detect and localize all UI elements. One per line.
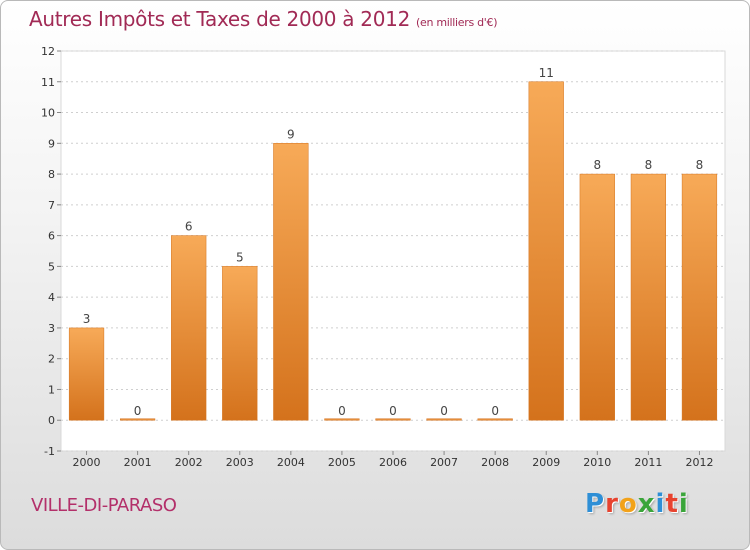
- y-tick-label: 8: [48, 168, 55, 181]
- logo-letter: t: [665, 489, 679, 519]
- bar-value-label: 6: [185, 220, 193, 234]
- chart-title-unit: (en milliers d'€): [416, 16, 498, 29]
- logo-letter: o: [618, 489, 638, 519]
- y-tick-label: 9: [48, 137, 55, 150]
- logo-letter: P: [585, 489, 606, 519]
- y-tick-label: 5: [48, 260, 55, 273]
- bar-value-label: 0: [389, 404, 397, 418]
- bar: [630, 173, 667, 421]
- logo-letter: i: [678, 489, 689, 519]
- x-tick-label: 2002: [175, 456, 203, 469]
- bar-value-label: 3: [83, 312, 91, 326]
- y-tick-label: 3: [48, 322, 55, 335]
- bar-value-label: 0: [440, 404, 448, 418]
- bar: [528, 81, 564, 421]
- commune-name: VILLE-DI-PARASO: [31, 495, 177, 516]
- x-tick-label: 2012: [685, 456, 713, 469]
- bar-value-label: 8: [696, 158, 704, 172]
- x-tick-label: 2005: [328, 456, 356, 469]
- bar: [579, 173, 615, 421]
- bars: 3 0 6 5 9 0 0 0 0 11 8 8 8: [68, 66, 718, 421]
- y-tick-label: 10: [41, 107, 55, 120]
- logo-letter: i: [655, 489, 666, 519]
- bar: [119, 418, 156, 421]
- bar-value-label: 8: [593, 158, 601, 172]
- x-tick-label: 2010: [583, 456, 611, 469]
- x-tick-label: 2006: [379, 456, 407, 469]
- logo-letter: r: [605, 489, 619, 519]
- plot-area: [60, 50, 726, 452]
- x-tick-label: 2003: [226, 456, 254, 469]
- x-tick-label: 2001: [124, 456, 152, 469]
- bar-value-label: 9: [287, 127, 295, 141]
- y-tick-label: 4: [48, 291, 55, 304]
- x-tick-label: 2004: [277, 456, 305, 469]
- bar-value-label: 0: [338, 404, 346, 418]
- x-tick-label: 2007: [430, 456, 458, 469]
- y-tick-label: 0: [48, 414, 55, 427]
- bar: [273, 143, 309, 421]
- chart-title-text: Autres Impôts et Taxes de 2000 à 2012: [29, 7, 410, 31]
- bar-value-label: 5: [236, 250, 244, 264]
- bar: [477, 418, 513, 421]
- y-tick-label: 11: [41, 76, 55, 89]
- y-tick-label: 2: [48, 353, 55, 366]
- y-tick-label: 12: [41, 45, 55, 58]
- x-tick-label: 2000: [73, 456, 101, 469]
- x-tick-label: 2011: [634, 456, 662, 469]
- bar: [222, 266, 258, 421]
- x-axis: 2000 2001 2002 2003 2004 2005 2006 2007 2008 2009…: [73, 451, 713, 469]
- bar: [426, 418, 462, 421]
- bar: [171, 235, 207, 421]
- bar: [324, 418, 360, 421]
- y-tick-label: 7: [48, 199, 55, 212]
- logo-letter: x: [637, 489, 656, 519]
- bar: [375, 418, 411, 421]
- chart-title: Autres Impôts et Taxes de 2000 à 2012 (en…: [29, 7, 497, 31]
- bar: [68, 327, 105, 421]
- bar-value-label: 0: [491, 404, 499, 418]
- y-tick-label: 6: [48, 230, 55, 243]
- y-tick-label: -1: [44, 445, 55, 458]
- bar: [681, 173, 718, 421]
- bar-value-label: 8: [645, 158, 653, 172]
- proxiti-logo: Proxiti: [585, 489, 689, 519]
- x-tick-label: 2009: [532, 456, 560, 469]
- x-tick-label: 2008: [481, 456, 509, 469]
- bar-value-label: 11: [539, 66, 554, 80]
- y-tick-label: 1: [48, 383, 55, 396]
- bar-value-label: 0: [134, 404, 142, 418]
